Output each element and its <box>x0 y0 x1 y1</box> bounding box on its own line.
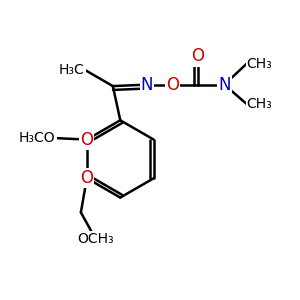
Text: N: N <box>141 76 153 94</box>
Text: CH₃: CH₃ <box>247 57 272 71</box>
Text: O: O <box>80 130 93 148</box>
Text: CH₃: CH₃ <box>247 97 272 111</box>
Text: N: N <box>218 76 231 94</box>
Text: O: O <box>191 47 204 65</box>
Text: O: O <box>80 169 93 187</box>
Text: OCH₃: OCH₃ <box>77 232 114 246</box>
Text: O: O <box>166 76 179 94</box>
Text: H₃CO: H₃CO <box>19 131 56 145</box>
Text: H₃C: H₃C <box>59 63 85 77</box>
